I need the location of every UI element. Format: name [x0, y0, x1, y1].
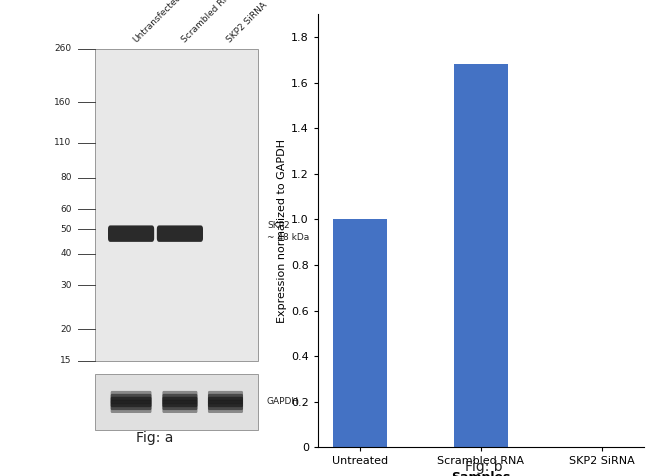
Text: 40: 40	[60, 249, 72, 258]
Text: 30: 30	[60, 280, 72, 289]
Text: Scrambled RNA: Scrambled RNA	[180, 0, 236, 45]
FancyBboxPatch shape	[162, 403, 198, 413]
Text: Untransfected: Untransfected	[131, 0, 183, 45]
FancyBboxPatch shape	[162, 397, 198, 407]
Text: Fig: b: Fig: b	[465, 460, 503, 474]
Text: SKP2
~ 48 kDa: SKP2 ~ 48 kDa	[267, 221, 309, 241]
Bar	[96, 49, 258, 361]
FancyBboxPatch shape	[162, 391, 198, 401]
FancyBboxPatch shape	[111, 394, 151, 404]
Text: 260: 260	[55, 44, 72, 53]
FancyBboxPatch shape	[111, 403, 151, 413]
FancyBboxPatch shape	[111, 400, 151, 410]
Bar	[333, 219, 387, 447]
FancyBboxPatch shape	[208, 400, 243, 410]
FancyBboxPatch shape	[108, 226, 154, 242]
Text: 110: 110	[55, 139, 72, 148]
Text: 60: 60	[60, 205, 72, 214]
Text: GAPDH: GAPDH	[267, 397, 299, 407]
FancyBboxPatch shape	[157, 226, 203, 242]
Text: Fig: a: Fig: a	[136, 431, 173, 445]
FancyBboxPatch shape	[208, 394, 243, 404]
FancyBboxPatch shape	[208, 391, 243, 401]
FancyBboxPatch shape	[208, 397, 243, 407]
Bar	[454, 64, 508, 447]
Y-axis label: Expression normalized to GAPDH: Expression normalized to GAPDH	[277, 139, 287, 323]
FancyBboxPatch shape	[208, 403, 243, 413]
Text: 50: 50	[60, 225, 72, 234]
FancyBboxPatch shape	[162, 394, 198, 404]
Text: 15: 15	[60, 357, 72, 365]
Text: 160: 160	[55, 98, 72, 107]
X-axis label: Samples: Samples	[451, 471, 510, 476]
FancyBboxPatch shape	[111, 397, 151, 407]
Text: SKP2 SiRNA: SKP2 SiRNA	[226, 1, 269, 45]
Text: 80: 80	[60, 173, 72, 182]
FancyBboxPatch shape	[111, 391, 151, 401]
FancyBboxPatch shape	[162, 400, 198, 410]
Bar	[96, 374, 258, 430]
Text: 20: 20	[60, 325, 72, 334]
